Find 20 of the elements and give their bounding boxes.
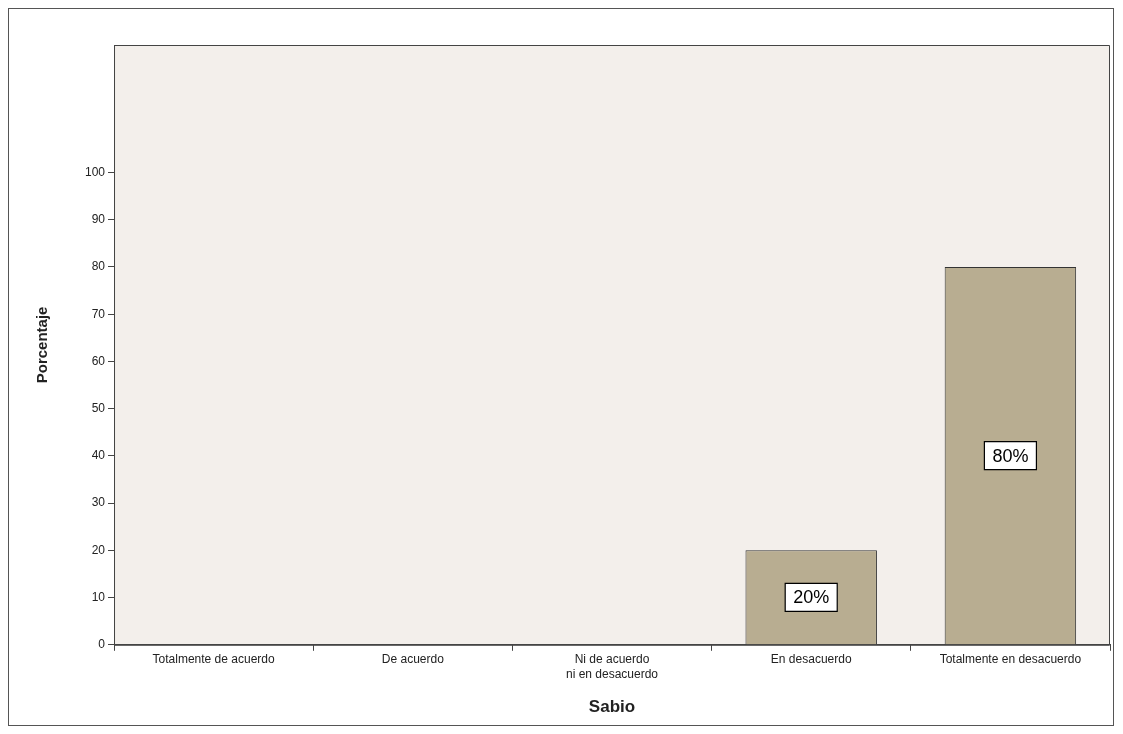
x-tick-label: De acuerdo: [381, 652, 445, 667]
x-tick-label: En desacuerdo: [770, 652, 852, 667]
data-label: 80%: [992, 445, 1029, 466]
y-tick-label: 70: [91, 306, 106, 321]
x-tick-label: Totalmente en desacuerdo: [939, 652, 1082, 667]
y-axis-title: Porcentaje: [33, 306, 51, 384]
y-tick-label: 60: [91, 353, 106, 368]
y-tick-label: 80: [91, 259, 106, 274]
x-axis-title: Sabio: [588, 697, 636, 717]
y-tick-label: 0: [98, 637, 106, 652]
y-tick-label: 90: [91, 212, 106, 227]
y-tick-label: 50: [91, 400, 106, 415]
data-label: 20%: [793, 587, 830, 608]
y-tick-label: 20: [91, 542, 106, 557]
x-tick-label: Ni de acuerdo ni en desacuerdo: [565, 652, 659, 681]
x-tick-label: Totalmente de acuerdo: [152, 652, 275, 667]
y-tick-label: 40: [91, 448, 106, 463]
y-tick-label: 30: [91, 495, 106, 510]
y-tick-label: 100: [84, 164, 106, 179]
y-tick-label: 10: [91, 589, 106, 604]
